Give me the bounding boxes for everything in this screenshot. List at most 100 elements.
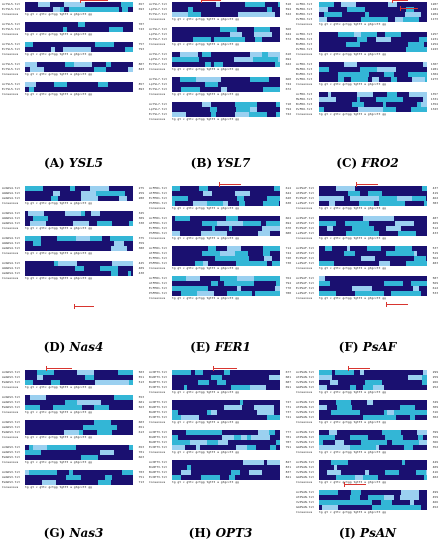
alignment-segment	[351, 490, 362, 495]
position-number: 553	[138, 395, 144, 399]
consensus-label: Consensus	[296, 420, 313, 424]
alignment-segment	[192, 7, 208, 12]
alignment-segment	[263, 256, 273, 261]
alignment-segment	[367, 191, 382, 196]
consensus-sequence: tg gt c gttc gctgg tgttt a gtgcctt gg	[319, 266, 386, 270]
alignment-segment	[113, 22, 124, 27]
alignment-segment	[245, 37, 256, 42]
alignment-segment	[172, 191, 181, 196]
alignment-segment	[350, 495, 361, 500]
sequence-strip	[319, 465, 427, 470]
caption-letter: (B)	[190, 156, 213, 170]
position-number: 727	[285, 400, 291, 404]
alignment-segment	[388, 12, 397, 17]
alignment-segment	[360, 410, 368, 415]
alignment-segment	[210, 112, 217, 117]
alignment-segment	[334, 2, 338, 7]
alignment-segment	[236, 465, 245, 470]
alignment-segment	[402, 186, 422, 191]
alignment-segment	[234, 475, 250, 480]
alignment-segment	[186, 380, 198, 385]
sequence-label: AcFRO.txt	[296, 62, 313, 66]
caption-gene: PsAN	[360, 526, 397, 540]
alignment-segment	[360, 97, 377, 102]
alignment-segment	[412, 276, 423, 281]
alignment-segment	[194, 375, 211, 380]
sequence-strip	[319, 281, 427, 286]
sequence-strip	[25, 82, 133, 87]
alignment-segment	[96, 191, 104, 196]
alignment-segment	[269, 375, 280, 380]
alignment-segment	[29, 470, 49, 475]
position-number: 807	[138, 62, 144, 66]
alignment-segment	[362, 291, 379, 296]
alignment-segment	[273, 410, 280, 415]
alignment-segment	[319, 77, 325, 82]
alignment-segment	[396, 12, 406, 17]
position-number: 449	[432, 460, 438, 464]
sequence-strip	[319, 445, 427, 450]
alignment-segment	[25, 420, 42, 425]
alignment-segment	[229, 102, 235, 107]
alignment-segment	[337, 2, 341, 7]
position-number: 587	[432, 276, 438, 280]
alignment-segment	[355, 400, 367, 405]
alignment-segment	[423, 42, 427, 47]
alignment-segment	[128, 221, 133, 226]
sequence-label: AcPSAN.txt	[296, 430, 315, 434]
alignment-segment	[172, 445, 185, 450]
alignment-segment	[253, 465, 258, 470]
alignment-segment	[416, 475, 424, 480]
alignment-segment	[319, 276, 326, 281]
alignment-segment	[37, 400, 47, 405]
alignment-segment	[324, 107, 334, 112]
alignment-segment	[358, 445, 377, 450]
alignment-segment	[335, 42, 342, 47]
alignment-segment	[31, 196, 51, 201]
alignment-segment	[186, 57, 199, 62]
alignment-segment	[89, 271, 94, 276]
alignment-segment	[411, 196, 426, 201]
alignment-segment	[249, 52, 262, 57]
alignment-segment	[257, 107, 270, 112]
position-number: 402	[432, 475, 438, 479]
alignment-segment	[257, 370, 270, 375]
alignment-segment	[37, 430, 51, 435]
alignment-segment	[249, 226, 262, 231]
alignment-segment	[269, 82, 280, 87]
sequence-strip	[319, 62, 427, 67]
alignment-segment	[249, 107, 258, 112]
alignment-segment	[82, 405, 95, 410]
alignment-segment	[203, 261, 208, 266]
sequence-label: EcPSAF.txt	[296, 196, 315, 200]
alignment-segment	[180, 475, 192, 480]
alignment-segment	[25, 7, 41, 12]
alignment-segment	[125, 47, 133, 52]
alignment-segment	[348, 410, 361, 415]
alignment-segment	[55, 47, 63, 52]
alignment-segment	[210, 102, 230, 107]
alignment-segment	[357, 460, 376, 465]
consensus-label: Consensus	[2, 251, 19, 255]
alignment-segment	[343, 440, 349, 445]
alignment-segment	[353, 12, 366, 17]
alignment-segment	[414, 221, 425, 226]
alignment-segment	[234, 460, 244, 465]
alignment-segment	[73, 420, 88, 425]
alignment-segment	[381, 430, 402, 435]
alignment-segment	[187, 385, 199, 390]
alignment-segment	[70, 186, 75, 191]
alignment-segment	[25, 480, 43, 485]
alignment-segment	[388, 17, 395, 22]
alignment-segment	[243, 460, 252, 465]
alignment-segment	[265, 221, 280, 226]
alignment-segment	[422, 415, 426, 420]
sequence-label: AcYSL7.txt	[149, 102, 168, 106]
alignment-segment	[336, 475, 355, 480]
alignment-segment	[206, 201, 223, 206]
alignment-segment	[109, 375, 119, 380]
alignment-segment	[374, 226, 386, 231]
alignment-segment	[245, 410, 258, 415]
alignment-segment	[197, 226, 212, 231]
alignment-segment	[247, 27, 255, 32]
